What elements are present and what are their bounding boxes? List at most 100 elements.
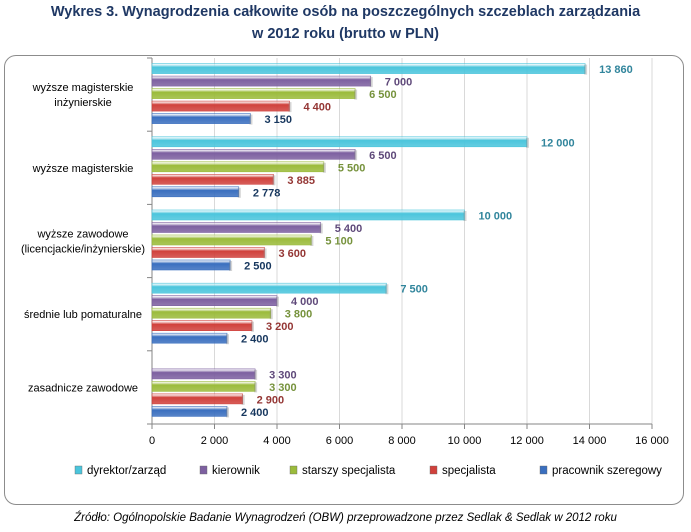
bar-specjalista bbox=[151, 247, 265, 258]
data-label: 10 000 bbox=[479, 211, 513, 223]
bar-shadow bbox=[241, 394, 245, 405]
data-label: 3 800 bbox=[285, 309, 313, 321]
data-label: 3 300 bbox=[269, 369, 297, 381]
bar-pracownik-szeregowy bbox=[151, 406, 228, 417]
chart-frame bbox=[4, 55, 684, 505]
bar-shadow bbox=[226, 334, 229, 345]
legend-swatch bbox=[429, 465, 438, 475]
source-note: Źródło: Ogólnopolskie Badanie Wynagrodze… bbox=[74, 512, 617, 524]
bar-shadow bbox=[385, 284, 389, 295]
bar-shadow bbox=[369, 77, 373, 88]
legend-swatch bbox=[74, 465, 83, 475]
category-label: wyższe magisterskie bbox=[32, 82, 134, 94]
bar-kierownik bbox=[151, 222, 322, 233]
x-tick-label: 10 000 bbox=[448, 435, 482, 447]
bar-starszy-specjalista bbox=[151, 307, 272, 319]
bar-shadow bbox=[584, 64, 588, 75]
data-label: 4 400 bbox=[304, 102, 332, 114]
category-label: średnie lub pomaturalne bbox=[24, 309, 142, 321]
data-label: 3 600 bbox=[279, 248, 307, 260]
data-label: 3 200 bbox=[266, 321, 294, 333]
bar-pracownik-szeregowy bbox=[151, 259, 231, 271]
category-label: zasadnicze zawodowe bbox=[28, 382, 138, 394]
legend-swatch bbox=[199, 465, 208, 475]
bar-specjalista bbox=[151, 393, 243, 405]
legend-label: pracownik szeregowy bbox=[552, 465, 662, 477]
data-label: 13 860 bbox=[599, 64, 633, 76]
x-tick-label: 4 000 bbox=[263, 435, 291, 447]
x-tick-label: 14 000 bbox=[573, 435, 607, 447]
data-label: 12 000 bbox=[541, 137, 575, 149]
x-tick-label: 6 000 bbox=[326, 435, 354, 447]
bar-starszy-specjalista bbox=[151, 88, 356, 99]
bar-kierownik bbox=[151, 149, 356, 160]
bar-shadow bbox=[322, 162, 326, 173]
x-tick-label: 0 bbox=[149, 435, 155, 447]
legend-label: specjalista bbox=[442, 465, 496, 477]
category-label: wyższe zawodowe bbox=[36, 229, 128, 241]
x-tick-label: 12 000 bbox=[510, 435, 544, 447]
chart-title: Wykres 3. Wynagrodzenia całkowite osób n… bbox=[50, 4, 641, 20]
bar-shadow bbox=[254, 369, 258, 380]
chart-subtitle: w 2012 roku (brutto w PLN) bbox=[252, 26, 439, 42]
data-label: 3 885 bbox=[287, 175, 315, 187]
x-tick-label: 2 000 bbox=[201, 435, 229, 447]
data-label: 7 500 bbox=[400, 284, 428, 296]
bar-shadow bbox=[310, 236, 314, 246]
bar-dyrektor-zarz-d bbox=[151, 209, 465, 221]
bar-starszy-specjalista bbox=[151, 381, 256, 392]
bar-pracownik-szeregowy bbox=[151, 332, 228, 344]
bar-specjalista bbox=[151, 174, 274, 185]
bar-starszy-specjalista bbox=[151, 234, 312, 246]
bar-starszy-specjalista bbox=[151, 161, 325, 173]
data-label: 2 778 bbox=[253, 187, 281, 199]
data-label: 6 500 bbox=[369, 150, 397, 162]
bar-kierownik bbox=[151, 295, 278, 307]
legend-swatch bbox=[539, 465, 548, 475]
bar-pracownik-szeregowy bbox=[151, 113, 251, 124]
bar-shadow bbox=[288, 102, 292, 113]
data-label: 3 150 bbox=[264, 114, 292, 126]
bar-shadow bbox=[249, 114, 253, 125]
data-label: 3 300 bbox=[269, 382, 297, 394]
bar-specjalista bbox=[151, 100, 290, 112]
bar-shadow bbox=[354, 89, 358, 100]
bar-shadow bbox=[263, 248, 267, 259]
legend-label: dyrektor/zarząd bbox=[87, 465, 166, 477]
bar-dyrektor-zarz-d bbox=[151, 136, 528, 148]
category-label: (licencjackie/inżynierskie) bbox=[21, 244, 145, 256]
bar-shadow bbox=[319, 223, 323, 234]
bar-shadow bbox=[251, 321, 254, 332]
bar-shadow bbox=[276, 296, 279, 307]
data-label: 7 000 bbox=[385, 77, 413, 89]
x-tick-label: 8 000 bbox=[388, 435, 416, 447]
data-label: 2 400 bbox=[241, 407, 269, 419]
data-label: 2 900 bbox=[257, 394, 285, 406]
bar-shadow bbox=[254, 382, 258, 393]
legend-label: kierownik bbox=[212, 465, 260, 477]
bar-dyrektor-zarz-d bbox=[151, 63, 586, 74]
bar-pracownik-szeregowy bbox=[151, 186, 240, 198]
bar-shadow bbox=[269, 309, 273, 320]
bar-shadow bbox=[526, 137, 529, 148]
data-label: 5 100 bbox=[325, 236, 353, 248]
bar-shadow bbox=[229, 261, 233, 271]
data-label: 4 000 bbox=[291, 296, 319, 308]
x-tick-label: 16 000 bbox=[635, 435, 669, 447]
data-label: 2 500 bbox=[244, 261, 272, 273]
bar-specjalista bbox=[151, 320, 253, 332]
legend-swatch bbox=[289, 465, 298, 475]
data-label: 6 500 bbox=[369, 89, 397, 101]
data-label: 2 400 bbox=[241, 334, 269, 346]
category-label: wyższe magisterskie bbox=[32, 163, 134, 175]
category-label: inżynierskie bbox=[54, 97, 111, 109]
bar-dyrektor-zarz-d bbox=[151, 282, 387, 294]
bar-shadow bbox=[272, 175, 276, 186]
bar-shadow bbox=[354, 150, 358, 161]
bar-shadow bbox=[226, 407, 229, 418]
data-label: 5 500 bbox=[338, 162, 366, 174]
bar-shadow bbox=[237, 187, 241, 198]
bar-kierownik bbox=[151, 75, 372, 87]
bar-kierownik bbox=[151, 368, 256, 380]
